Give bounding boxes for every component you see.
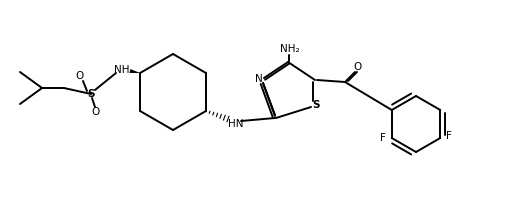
Text: HN: HN (228, 119, 243, 129)
Text: F: F (445, 131, 451, 141)
Text: S: S (87, 89, 94, 99)
Text: O: O (76, 71, 84, 81)
Text: O: O (353, 62, 362, 72)
Text: N: N (255, 74, 263, 84)
Text: NH₂: NH₂ (280, 44, 299, 54)
Text: O: O (92, 107, 100, 117)
Text: NH: NH (114, 65, 129, 75)
Polygon shape (129, 69, 140, 73)
Text: F: F (379, 133, 385, 143)
Text: S: S (312, 100, 319, 110)
